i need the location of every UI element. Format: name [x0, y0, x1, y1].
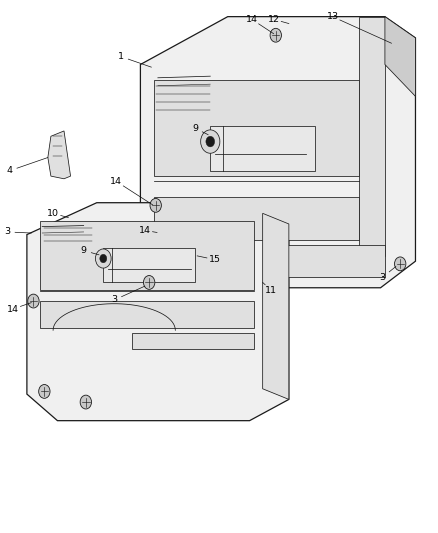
Circle shape	[95, 249, 111, 268]
Circle shape	[100, 254, 107, 263]
Polygon shape	[27, 203, 289, 421]
Polygon shape	[103, 248, 195, 282]
Polygon shape	[385, 17, 416, 96]
Text: 4: 4	[7, 166, 12, 175]
Polygon shape	[153, 80, 359, 176]
Circle shape	[144, 276, 155, 289]
Circle shape	[206, 136, 215, 147]
Circle shape	[80, 395, 92, 409]
Text: 1: 1	[118, 52, 124, 61]
Circle shape	[201, 130, 220, 154]
Circle shape	[270, 28, 282, 42]
Text: 9: 9	[192, 124, 198, 133]
Polygon shape	[359, 17, 385, 256]
Text: 14: 14	[246, 15, 258, 24]
Text: 15: 15	[208, 255, 221, 264]
Text: 11: 11	[265, 286, 277, 295]
Polygon shape	[132, 333, 254, 349]
Text: 9: 9	[81, 246, 87, 255]
Polygon shape	[263, 245, 385, 277]
Polygon shape	[153, 197, 359, 240]
Circle shape	[395, 257, 406, 271]
Text: 14: 14	[7, 304, 19, 313]
Text: 12: 12	[268, 15, 279, 24]
Text: 13: 13	[326, 12, 339, 21]
Circle shape	[150, 198, 161, 212]
Text: 14: 14	[110, 177, 122, 186]
Circle shape	[39, 384, 50, 398]
Polygon shape	[210, 126, 315, 171]
Polygon shape	[48, 131, 71, 179]
Circle shape	[28, 294, 39, 308]
Polygon shape	[263, 213, 289, 399]
Text: 3: 3	[111, 295, 117, 304]
Text: 14: 14	[139, 226, 151, 235]
Polygon shape	[141, 17, 416, 288]
Polygon shape	[40, 301, 254, 328]
Polygon shape	[40, 221, 254, 290]
Text: 3: 3	[380, 273, 386, 281]
Text: 3: 3	[4, 228, 11, 237]
Text: 10: 10	[47, 209, 59, 218]
